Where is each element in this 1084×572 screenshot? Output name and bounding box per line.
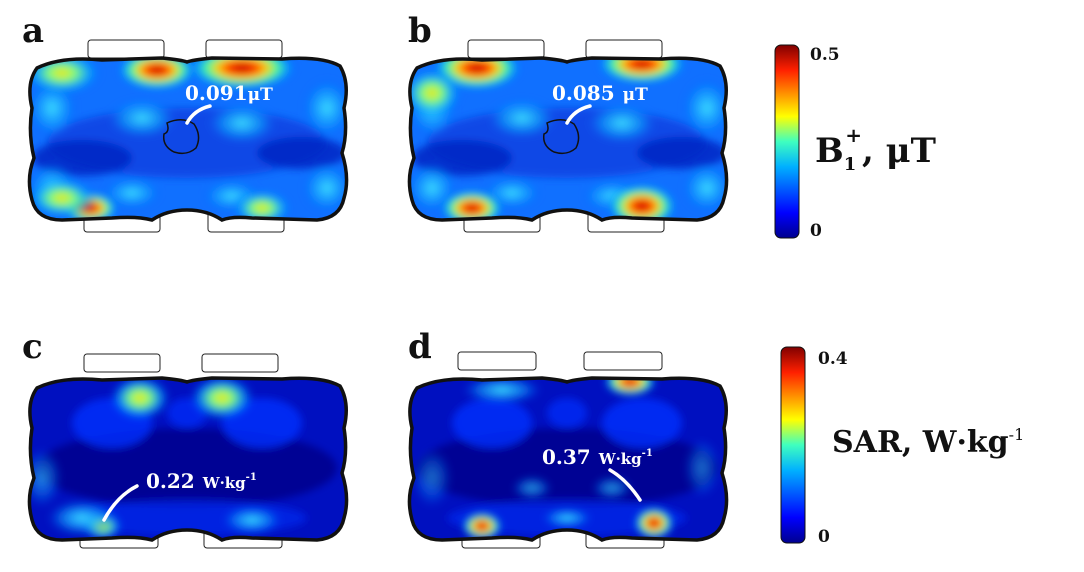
panel-c: 0.22 W·kg-1 — [27, 353, 352, 549]
annotation-value: 0.22 W·kg-1 — [146, 469, 257, 493]
annotation-value: 0.37 W·kg-1 — [542, 445, 653, 469]
coil-pad-top-right — [583, 351, 663, 371]
colorbar-sar-scale — [780, 346, 806, 544]
annotation-value: 0.091μT — [185, 81, 273, 105]
colorbar-b1-min: 0 — [810, 221, 822, 241]
coil-pad-top-left — [457, 351, 537, 371]
colorbar-sar-label: SAR, W·kg-1 — [832, 425, 1024, 460]
colorbar-sar: 0.4 0 SAR, W·kg-1 — [780, 346, 1024, 547]
annotation-value: 0.085 μT — [552, 81, 648, 105]
tumor-outline — [162, 119, 200, 155]
coil-pad-top-left — [87, 39, 165, 59]
coil-pad-top-left — [83, 353, 161, 373]
panel-letter-b: b — [408, 11, 432, 51]
annotation-leader — [185, 104, 212, 125]
panel-d: 0.37 W·kg-1 — [402, 351, 732, 549]
tumor-outline — [542, 119, 580, 155]
panel-b: 0.085 μT — [407, 39, 732, 233]
coil-pad-top-left — [467, 39, 545, 59]
sar-field-map — [29, 378, 352, 540]
coil-pad-top-right — [201, 353, 279, 373]
annotation-leader — [608, 468, 642, 502]
annotation-leader — [565, 104, 592, 125]
b1-field-map — [409, 58, 732, 220]
panel-letter-c: c — [22, 327, 43, 367]
colorbar-b1: 0.5 0 B1+, μT — [774, 44, 936, 241]
colorbar-sar-min: 0 — [818, 527, 830, 547]
sar-field-map — [402, 378, 732, 540]
coil-pad-top-right — [585, 39, 663, 59]
coil-pad-top-right — [205, 39, 283, 59]
panel-a: 0.091μT — [27, 39, 352, 233]
colorbar-b1-label: B1+, μT — [815, 123, 936, 175]
colorbar-sar-max: 0.4 — [818, 349, 848, 369]
b1-field-map — [29, 58, 352, 220]
colorbar-b1-scale — [774, 44, 800, 239]
panel-letter-d: d — [408, 327, 432, 367]
colorbar-b1-max: 0.5 — [810, 45, 840, 65]
panel-letter-a: a — [22, 11, 44, 51]
annotation-leader — [102, 484, 139, 522]
